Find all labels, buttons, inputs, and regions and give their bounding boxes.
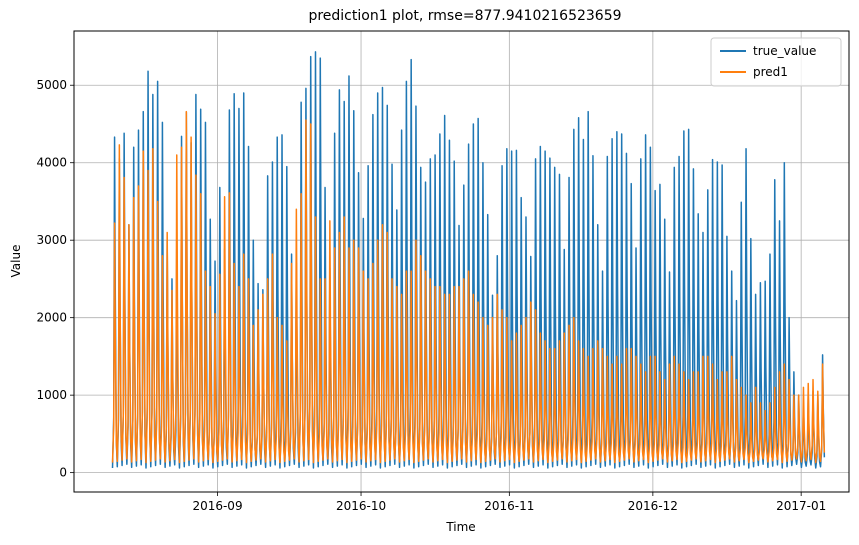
x-tick-label: 2016-12 <box>628 499 678 513</box>
y-axis: 0 1000 2000 3000 4000 5000 <box>36 78 74 480</box>
y-tick-label: 3000 <box>36 233 67 247</box>
legend-label-true-value: true_value <box>753 44 816 58</box>
x-axis: 2016-09 2016-10 2016-11 2016-12 2017-01 <box>192 492 826 513</box>
series-line-pred1 <box>111 110 826 464</box>
y-axis-label: Value <box>9 245 23 278</box>
x-axis-label: Time <box>445 520 475 534</box>
legend-label-pred1: pred1 <box>753 65 788 79</box>
chart-title: prediction1 plot, rmse=877.9410216523659 <box>308 8 621 24</box>
y-tick-label: 0 <box>59 466 67 480</box>
plot-frame <box>73 30 850 493</box>
series-layer <box>111 51 826 469</box>
y-tick-label: 2000 <box>36 311 67 325</box>
x-tick-label: 2016-09 <box>192 499 242 513</box>
y-tick-label: 4000 <box>36 156 67 170</box>
x-tick-label: 2017-01 <box>776 499 826 513</box>
y-tick-label: 1000 <box>36 388 67 402</box>
y-tick-label: 5000 <box>36 78 67 92</box>
legend: true_value pred1 <box>710 37 842 87</box>
x-tick-label: 2016-11 <box>484 499 534 513</box>
x-tick-label: 2016-10 <box>336 499 386 513</box>
